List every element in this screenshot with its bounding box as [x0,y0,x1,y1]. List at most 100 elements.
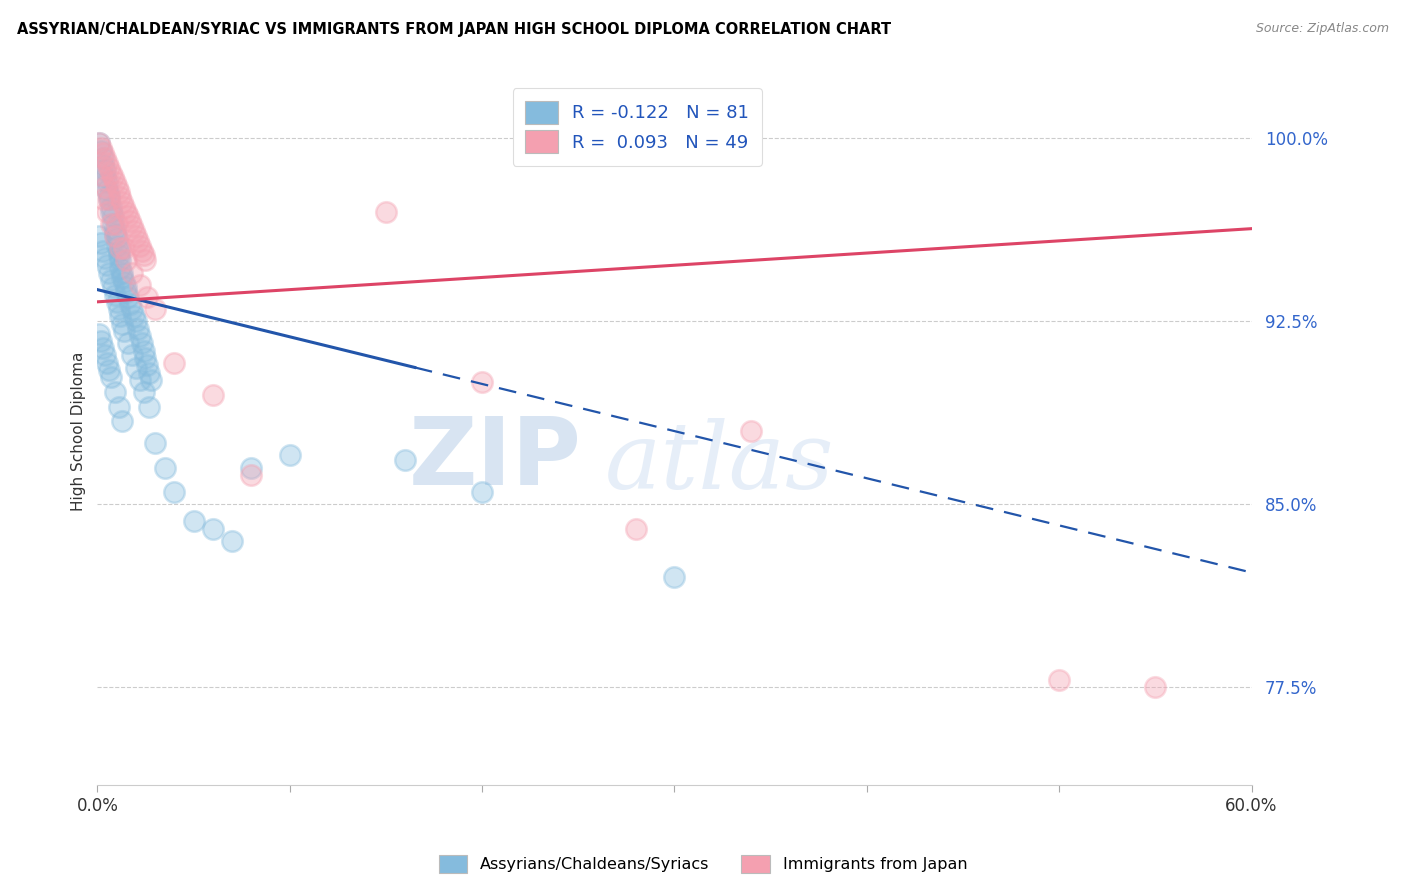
Point [105,238,128,252]
Point [100,204,122,219]
Point [163,356,186,370]
Point [201,522,224,536]
Point [101,217,124,231]
Point [104,175,127,189]
Point [89,229,111,244]
Point [128,277,150,292]
Point [131,244,153,258]
Point [1144,680,1167,694]
Point [121,266,143,280]
Point [122,310,145,324]
Point [110,260,132,275]
Text: ASSYRIAN/CHALDEAN/SYRIAC VS IMMIGRANTS FROM JAPAN HIGH SCHOOL DIPLOMA CORRELATIO: ASSYRIAN/CHALDEAN/SYRIAC VS IMMIGRANTS F… [17,22,891,37]
Point [115,253,138,268]
Point [118,214,141,228]
Point [664,570,686,584]
Point [138,366,160,380]
Text: ZIP: ZIP [409,413,582,506]
Point [121,349,143,363]
Point [107,248,129,262]
Point [115,204,138,219]
Point [240,468,263,483]
Point [94,163,117,178]
Point [136,358,159,372]
Point [153,460,176,475]
Point [117,336,139,351]
Point [89,136,111,151]
Point [101,280,124,294]
Point [121,219,143,234]
Point [97,187,120,202]
Point [100,200,122,214]
Point [96,356,118,370]
Point [111,194,134,209]
Point [96,183,118,197]
Point [91,146,114,161]
Point [90,168,112,182]
Point [278,449,301,463]
Point [128,238,150,252]
Point [111,266,134,280]
Point [90,141,112,155]
Point [104,229,127,244]
Point [112,324,135,338]
Point [90,236,112,251]
Point [111,270,134,285]
Point [107,185,129,199]
Point [131,336,153,351]
Point [101,170,124,185]
Point [105,180,128,194]
Point [97,193,120,207]
Point [105,294,128,309]
Point [201,387,224,401]
Point [134,253,156,268]
Point [125,314,148,328]
Point [118,297,141,311]
Point [91,158,114,172]
Point [740,424,762,438]
Text: atlas: atlas [605,418,835,508]
Point [138,400,160,414]
Point [132,248,155,262]
Point [110,190,132,204]
Point [132,385,155,400]
Y-axis label: High School Diploma: High School Diploma [72,351,86,511]
Point [121,302,143,317]
Point [97,266,120,280]
Point [97,161,120,175]
Point [1047,673,1070,687]
Text: Source: ZipAtlas.com: Source: ZipAtlas.com [1256,22,1389,36]
Point [125,360,148,375]
Point [471,485,494,500]
Point [90,144,112,158]
Point [100,217,122,231]
Point [112,275,135,289]
Point [122,224,145,238]
Point [104,287,127,301]
Point [127,234,149,248]
Point [128,373,150,387]
Point [100,165,122,179]
Point [107,302,129,317]
Point [96,175,118,189]
Point [128,329,150,343]
Point [141,373,163,387]
Point [104,227,127,241]
Point [91,193,114,207]
Point [143,302,166,317]
Point [134,351,156,365]
Point [104,385,127,400]
Point [471,376,494,390]
Point [394,453,416,467]
Point [112,200,135,214]
Point [132,343,155,358]
Point [111,414,134,428]
Point [96,258,118,272]
Point [94,349,117,363]
Point [117,290,139,304]
Point [125,229,148,244]
Point [91,341,114,355]
Point [94,251,117,265]
Point [89,326,111,341]
Point [107,400,129,414]
